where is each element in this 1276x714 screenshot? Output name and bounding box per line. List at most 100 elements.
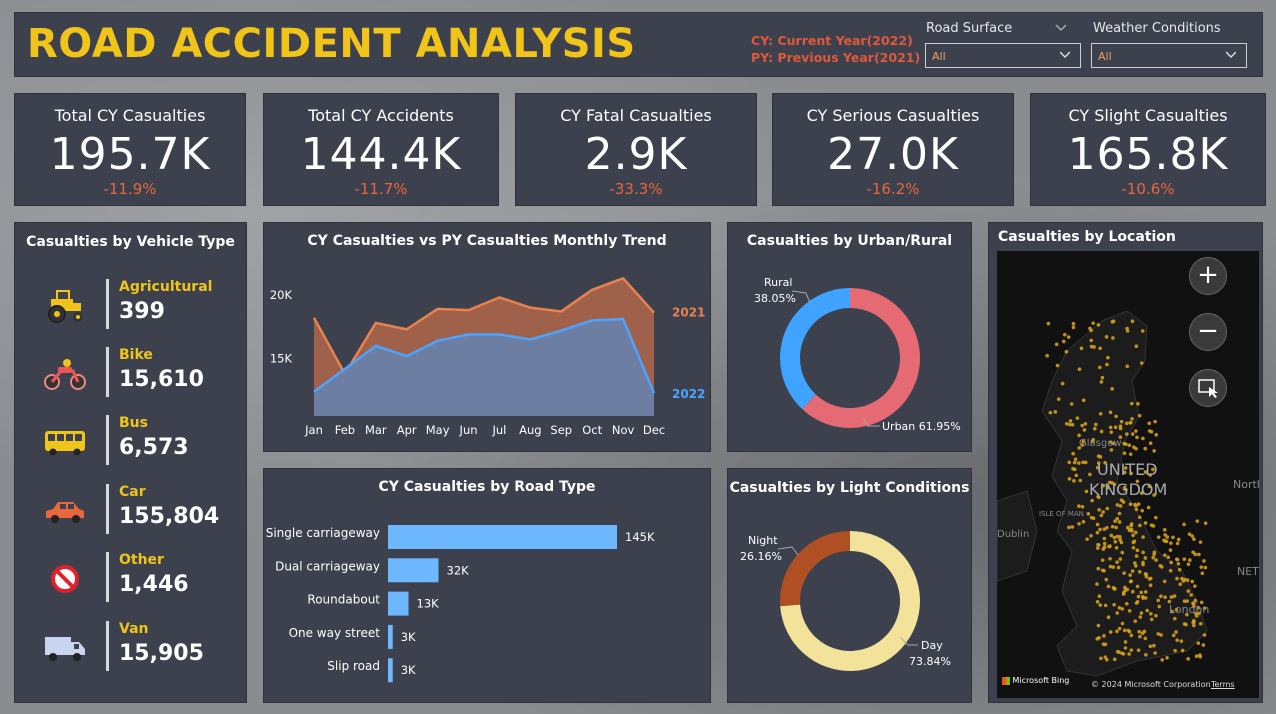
casualty-point (1137, 515, 1142, 520)
casualty-point (1098, 365, 1102, 370)
zoom-in-button[interactable]: + (1189, 257, 1227, 295)
kpi-total-accidents: Total CY Accidents 144.4K -11.7% (263, 93, 499, 206)
casualty-point (1108, 630, 1113, 634)
kpi-serious-casualties: CY Serious Casualties 27.0K -16.2% (772, 93, 1014, 206)
casualty-point (1175, 576, 1179, 581)
casualty-point (1151, 555, 1156, 560)
casualty-point (1143, 590, 1148, 594)
casualty-point (1085, 537, 1089, 541)
casualty-point (1116, 565, 1121, 570)
casualty-point (1074, 473, 1079, 478)
road-surface-dropdown[interactable]: All (925, 43, 1081, 68)
casualty-point (1103, 460, 1107, 465)
casualty-point (1130, 416, 1134, 421)
casualty-point (1064, 350, 1069, 354)
casualty-point (1152, 493, 1156, 497)
casualty-point (1162, 538, 1166, 543)
casualty-point (1106, 355, 1110, 360)
casualty-point (1089, 533, 1093, 538)
weather-conditions-dropdown[interactable]: All (1091, 43, 1247, 68)
kpi-value: 2.9K (584, 129, 688, 180)
casualty-point (1189, 593, 1193, 597)
casualty-point (1133, 564, 1138, 568)
casualty-point (1123, 585, 1127, 590)
kpi-delta: -11.9% (103, 180, 157, 198)
casualty-point (1097, 636, 1101, 640)
kpi-title: CY Slight Casualties (1068, 106, 1228, 125)
vehicle-value: 155,804 (119, 504, 220, 529)
casualty-point (1127, 629, 1132, 634)
bar (388, 525, 617, 549)
kpi-delta: -10.6% (1121, 180, 1175, 198)
road-surface-label: Road Surface (926, 21, 1013, 36)
casualty-point (1159, 594, 1163, 599)
casualty-point (1197, 552, 1201, 557)
select-area-button[interactable] (1189, 369, 1227, 407)
casualty-point (1143, 521, 1148, 525)
casualty-point (1112, 657, 1117, 662)
bar (388, 558, 439, 583)
casualty-point (1128, 502, 1133, 507)
casualty-point (1083, 460, 1088, 465)
casualty-point (1127, 609, 1132, 613)
casualty-point (1118, 435, 1123, 439)
road-surface-value: All (932, 50, 946, 63)
casualty-point (1122, 441, 1126, 446)
casualty-point (1135, 548, 1140, 553)
chevron-down-icon[interactable] (1055, 23, 1067, 33)
casualty-point (1122, 451, 1127, 455)
casualty-point (1201, 643, 1206, 647)
casualty-point (1134, 429, 1138, 433)
casualty-point (1115, 516, 1120, 521)
casualty-point (1193, 598, 1198, 603)
casualty-point (1136, 594, 1141, 599)
vehicle-label: Other (119, 552, 164, 568)
kpi-title: CY Serious Casualties (806, 106, 980, 125)
casualty-point (1140, 508, 1144, 513)
casualty-point (1108, 425, 1113, 430)
x-tick-label: Jan (304, 423, 323, 437)
casualty-point (1151, 467, 1155, 472)
map-canvas[interactable]: UNITED KINGDOM Glasgow Dublin ISLE OF MA… (997, 251, 1259, 698)
casualty-point (1141, 436, 1145, 441)
casualty-point (1129, 471, 1133, 476)
casualty-point (1198, 540, 1203, 544)
uk-map[interactable]: UNITED KINGDOM Glasgow Dublin ISLE OF MA… (997, 251, 1259, 698)
casualty-point (1186, 589, 1191, 593)
kpi-total-casualties: Total CY Casualties 195.7K -11.9% (14, 93, 246, 206)
casualty-point (1162, 528, 1167, 532)
casualty-point (1145, 608, 1149, 613)
casualty-point (1096, 323, 1101, 327)
casualty-point (1096, 454, 1101, 458)
casualty-point (1176, 537, 1181, 542)
casualty-point (1203, 521, 1208, 525)
kpi-delta: -16.2% (866, 180, 920, 198)
casualty-point (1091, 321, 1095, 325)
weather-conditions-label: Weather Conditions (1093, 21, 1221, 36)
casualty-point (1077, 367, 1082, 372)
casualty-point (1077, 433, 1081, 438)
casualty-point (1185, 612, 1189, 617)
casualty-point (1142, 629, 1147, 634)
category-label: Slip road (327, 659, 380, 673)
casualty-point (1130, 569, 1135, 573)
casualty-point (1186, 657, 1190, 661)
casualty-point (1127, 652, 1131, 656)
zoom-out-button[interactable]: − (1189, 313, 1227, 351)
casualty-point (1138, 634, 1142, 639)
casualty-point (1102, 536, 1107, 541)
kpi-value: 144.4K (300, 129, 462, 180)
casualty-point (1128, 452, 1133, 456)
map-label: North (1233, 478, 1259, 491)
casualty-point (1083, 421, 1088, 426)
casualty-point (1095, 530, 1100, 535)
casualty-point (1134, 554, 1139, 558)
kpi-value: 165.8K (1067, 129, 1229, 180)
casualty-point (1101, 547, 1106, 551)
casualty-point (1169, 595, 1174, 599)
casualty-point (1101, 642, 1106, 646)
x-tick-label: Mar (365, 423, 387, 437)
terms-link[interactable]: Terms (1211, 680, 1235, 689)
casualty-point (1190, 579, 1195, 584)
data-label: 13K (417, 597, 440, 611)
